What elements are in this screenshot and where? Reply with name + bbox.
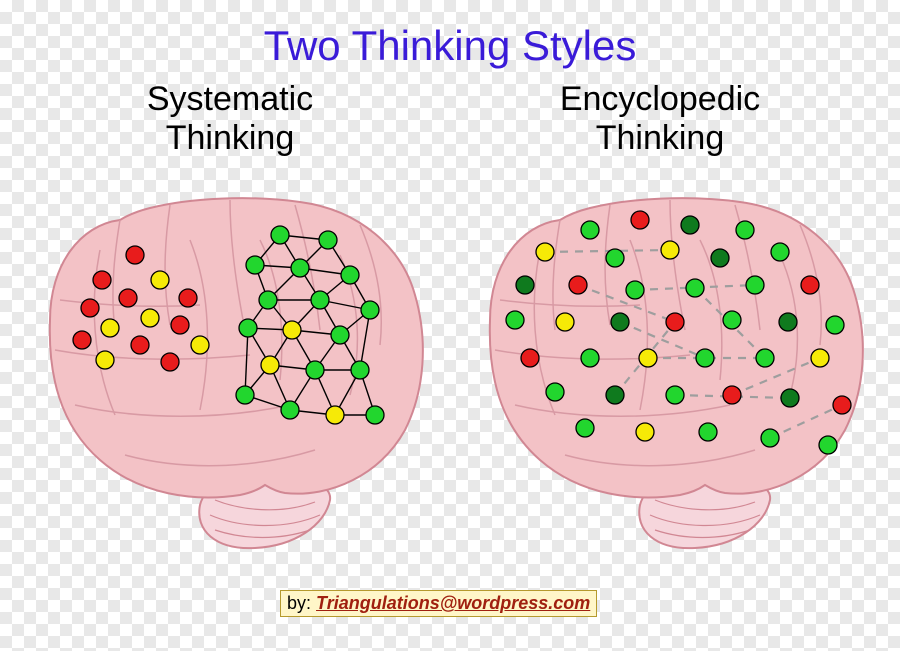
main-title: Two Thinking Styles [0, 22, 900, 70]
left-brain [30, 180, 430, 560]
main-title-text: Two Thinking Styles [264, 22, 637, 69]
left-subtitle: Systematic Thinking [80, 80, 380, 158]
right-subtitle-line1: Encyclopedic [560, 80, 760, 118]
right-brain [470, 180, 870, 560]
left-subtitle-line2: Thinking [166, 119, 295, 157]
diagram-canvas: Two Thinking Styles Systematic Thinking … [0, 0, 900, 651]
credit-box: by: Triangulations@wordpress.com [280, 590, 597, 617]
right-subtitle: Encyclopedic Thinking [510, 80, 810, 158]
credit-by-label: by: [287, 593, 311, 613]
left-subtitle-line1: Systematic [147, 80, 313, 118]
right-subtitle-line2: Thinking [596, 119, 725, 157]
credit-link[interactable]: Triangulations@wordpress.com [316, 593, 590, 613]
